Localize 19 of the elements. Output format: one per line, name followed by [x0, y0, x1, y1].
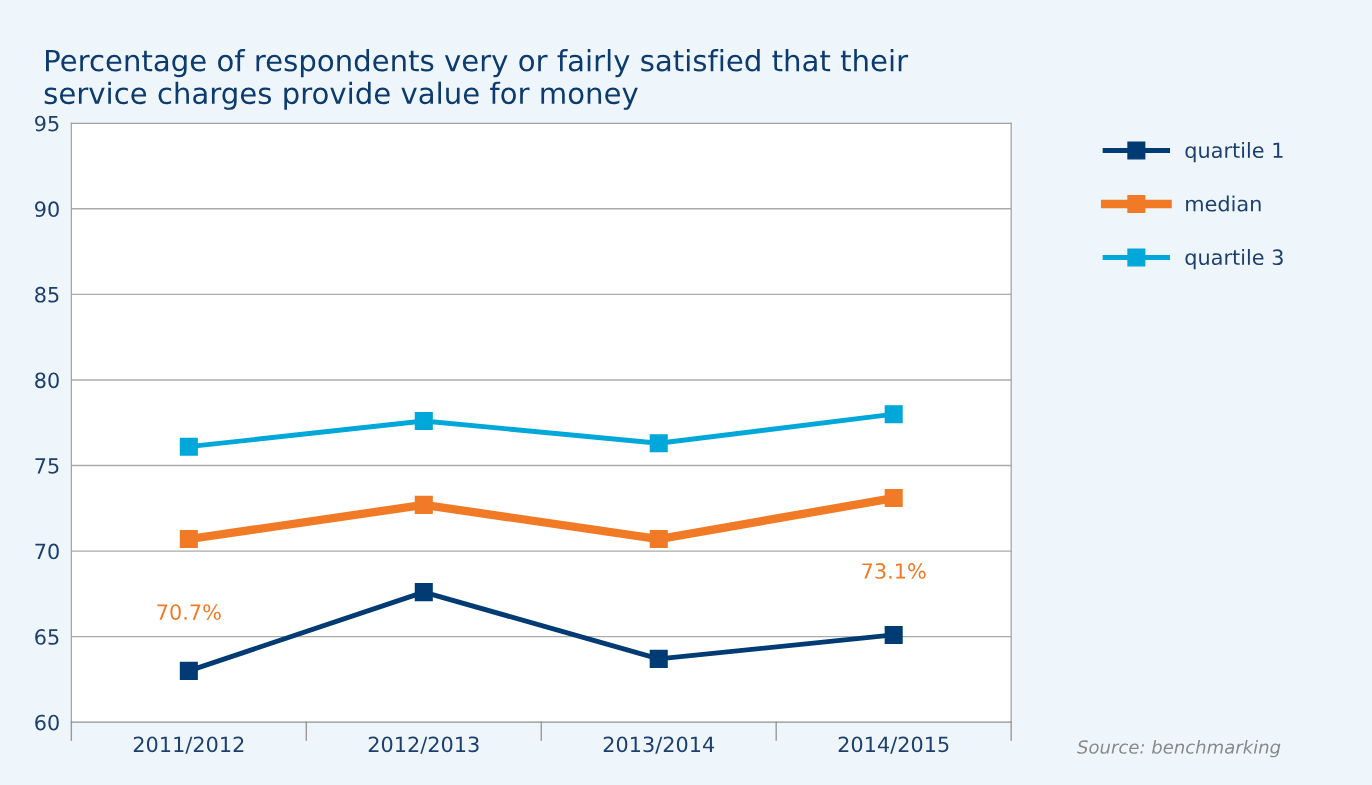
y-tick-label: 70	[35, 543, 59, 560]
legend-label: quartile 3	[1185, 248, 1283, 270]
y-tick-label: 80	[35, 372, 59, 389]
x-tick-label: 2011/2012	[133, 736, 244, 754]
y-tick-label: 60	[35, 714, 59, 731]
x-tick-label: 2012/2013	[368, 736, 479, 754]
annotation: 73.1%	[862, 563, 926, 579]
legend-label: median	[1186, 195, 1261, 212]
x-tick-label: 2014/2015	[838, 736, 949, 754]
x-tick-label: 2013/2014	[603, 736, 715, 754]
chart-title: Percentage of respondents very or fairly satisfied that their service charges provide value for money	[44, 48, 909, 110]
y-tick-label: 90	[35, 201, 59, 218]
legend-label: quartile 1	[1185, 141, 1283, 163]
y-tick-label: 85	[35, 286, 59, 303]
y-tick-label: 95	[35, 115, 59, 132]
y-tick-label: 75	[35, 458, 59, 474]
source-note: Source: benchmarking	[1077, 739, 1281, 758]
annotation: 70.7%	[157, 604, 221, 620]
y-tick-label: 65	[35, 629, 59, 645]
